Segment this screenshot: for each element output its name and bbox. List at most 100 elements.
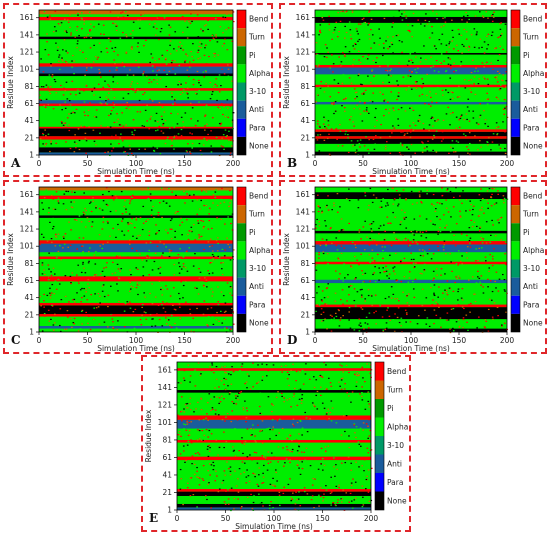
structure-band xyxy=(315,104,507,130)
y-tick-label: 21 xyxy=(24,133,34,142)
legend-label: Bend xyxy=(523,192,543,201)
structure-band xyxy=(39,103,233,107)
structure-band xyxy=(39,252,233,257)
legend-swatch xyxy=(511,241,520,260)
panel-b: 1 21 41 61 81 101 121 141 161 0 50 100 150 200 Simulat… xyxy=(279,3,547,177)
fluctuation-speckles xyxy=(315,10,509,156)
y-tick-label: 61 xyxy=(162,453,172,462)
legend-swatch xyxy=(237,82,246,101)
x-tick-label: 150 xyxy=(452,336,467,345)
legend-label: Para xyxy=(523,123,539,132)
structure-band xyxy=(39,281,233,303)
y-tick-label: 41 xyxy=(24,116,34,125)
structure-band xyxy=(39,217,233,241)
y-tick-label: 101 xyxy=(158,418,173,427)
x-tick-label: 200 xyxy=(500,336,515,345)
structure-band xyxy=(39,190,233,196)
y-tick-label: 141 xyxy=(20,207,35,216)
structure-band xyxy=(39,316,233,326)
y-tick-label: 121 xyxy=(296,225,311,234)
structure-band xyxy=(315,101,507,105)
y-tick-label: 61 xyxy=(24,99,34,108)
legend-label: Anti xyxy=(523,105,538,114)
structure-band xyxy=(177,390,371,393)
structure-band xyxy=(39,147,233,153)
panel-label-b: B xyxy=(287,156,298,170)
legend-swatch xyxy=(511,187,520,206)
fluctuation-speckles xyxy=(315,187,509,334)
legend-swatch xyxy=(237,187,246,206)
structure-band xyxy=(315,131,507,137)
structure-band xyxy=(177,392,371,416)
x-tick-label: 150 xyxy=(315,514,330,523)
y-tick-label: 81 xyxy=(300,259,310,268)
x-axis-label: Simulation Time (ns) xyxy=(372,344,450,352)
structure-band xyxy=(39,39,233,64)
x-tick-label: 0 xyxy=(313,336,318,345)
y-tick-label: 121 xyxy=(158,400,173,409)
structure-band xyxy=(177,456,371,461)
legend-swatch xyxy=(511,10,520,29)
legend-label: Pi xyxy=(249,51,255,60)
structure-band xyxy=(177,428,371,440)
structure-band xyxy=(177,488,371,492)
structure-band xyxy=(315,319,507,329)
structure-band xyxy=(177,503,371,508)
x-tick-label: 150 xyxy=(177,336,192,345)
x-tick-label: 200 xyxy=(226,159,241,168)
legend-label: Bend xyxy=(523,15,543,24)
y-tick-label: 81 xyxy=(162,435,172,444)
x-tick-label: 50 xyxy=(358,159,368,168)
structure-band xyxy=(39,36,233,40)
x-axis-label: Simulation Time (ns) xyxy=(372,167,450,175)
x-tick-label: 0 xyxy=(313,159,318,168)
structure-band xyxy=(177,495,371,504)
y-tick-label: 61 xyxy=(300,276,310,285)
y-tick-label: 81 xyxy=(24,259,34,268)
structure-band xyxy=(315,244,507,253)
structure-band xyxy=(177,507,371,510)
structure-band xyxy=(39,88,233,91)
structure-band xyxy=(39,302,233,306)
structure-band xyxy=(315,252,507,262)
structure-band xyxy=(177,415,371,420)
panel-label-a: A xyxy=(11,156,21,170)
legend-swatch xyxy=(511,205,520,224)
legend-label: Anti xyxy=(523,282,538,291)
legend-swatch xyxy=(375,454,384,473)
structure-band xyxy=(39,136,233,140)
legend-swatch xyxy=(511,64,520,83)
x-tick-label: 100 xyxy=(267,514,282,523)
y-tick-label: 81 xyxy=(300,82,310,91)
legend-swatch xyxy=(237,10,246,29)
legend-label: 3-10 xyxy=(249,87,266,96)
structure-band xyxy=(177,368,371,371)
legend-swatch xyxy=(511,277,520,296)
structure-band xyxy=(315,279,507,284)
y-tick-label: 21 xyxy=(300,133,310,142)
x-tick-label: 100 xyxy=(404,159,419,168)
legend-swatch xyxy=(511,82,520,101)
legend-label: Para xyxy=(249,300,265,309)
structure-band xyxy=(39,10,233,15)
legend-label: Bend xyxy=(249,15,269,24)
structure-band xyxy=(177,491,371,496)
structure-band xyxy=(315,261,507,265)
legend-swatch xyxy=(511,118,520,137)
structure-band xyxy=(315,304,507,308)
structure-band xyxy=(177,460,371,489)
y-tick-label: 141 xyxy=(296,30,311,39)
legend-swatch xyxy=(237,28,246,47)
legend-label: 3-10 xyxy=(387,441,404,450)
structure-band xyxy=(177,439,371,443)
y-tick-label: 141 xyxy=(20,30,35,39)
legend-label: Anti xyxy=(249,282,264,291)
x-tick-label: 0 xyxy=(37,159,42,168)
structure-band xyxy=(39,276,233,282)
structure-band xyxy=(39,90,233,101)
legend-swatch xyxy=(511,136,520,155)
x-tick-label: 0 xyxy=(175,514,180,523)
y-tick-label: 101 xyxy=(296,242,311,251)
y-tick-label: 121 xyxy=(296,48,311,57)
